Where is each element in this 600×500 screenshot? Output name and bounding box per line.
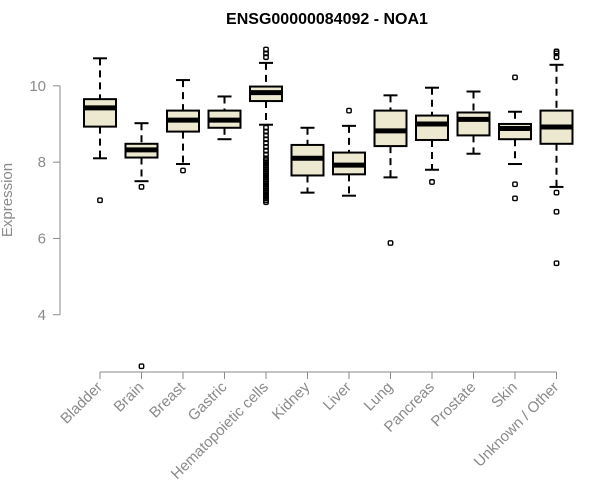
outlier-point xyxy=(429,179,435,185)
outlier-point xyxy=(512,181,518,188)
boxes-group xyxy=(83,46,574,370)
category-label: Bladder xyxy=(57,379,106,428)
box-group xyxy=(207,95,242,141)
box-group xyxy=(290,126,325,194)
box-group xyxy=(83,57,117,204)
category-label: Brain xyxy=(111,379,148,416)
box-group xyxy=(498,74,532,202)
box-group xyxy=(415,86,449,185)
box-group xyxy=(249,46,283,206)
y-axis-label: Expression xyxy=(0,163,16,237)
category-label: Prostate xyxy=(428,379,480,431)
y-tick-label: 6 xyxy=(38,230,46,247)
box-group xyxy=(124,122,159,370)
box-group xyxy=(539,48,574,267)
outlier-point xyxy=(263,46,269,53)
y-tick-label: 4 xyxy=(38,307,46,324)
axes: 4 6 8 10 xyxy=(29,78,557,379)
outlier-point xyxy=(138,184,145,190)
outlier-point xyxy=(512,195,518,202)
outlier-point xyxy=(553,260,560,267)
category-label: Skin xyxy=(488,379,521,412)
category-label: Liver xyxy=(320,379,355,414)
box-group xyxy=(456,90,491,155)
outlier-point xyxy=(553,208,560,215)
box-group xyxy=(373,94,408,246)
box-group xyxy=(166,79,200,174)
iqr-box xyxy=(83,98,117,128)
box-group xyxy=(332,107,366,197)
category-label: Breast xyxy=(146,378,189,421)
outlier-point xyxy=(387,240,394,246)
iqr-box xyxy=(415,114,449,141)
category-label: Lung xyxy=(361,379,397,415)
chart-title: ENSG00000084092 - NOA1 xyxy=(226,11,428,28)
outlier-point xyxy=(97,197,103,204)
category-label: Kidney xyxy=(269,378,314,423)
outlier-point xyxy=(512,74,518,81)
y-tick-label: 8 xyxy=(38,154,46,171)
outlier-point xyxy=(138,363,145,370)
outlier-point xyxy=(553,189,560,196)
outlier-point xyxy=(553,48,560,55)
outlier-point xyxy=(263,199,269,206)
outlier-point xyxy=(346,107,352,114)
iqr-box xyxy=(456,111,491,137)
y-tick-label: 10 xyxy=(29,78,46,95)
outlier-point xyxy=(180,167,186,174)
